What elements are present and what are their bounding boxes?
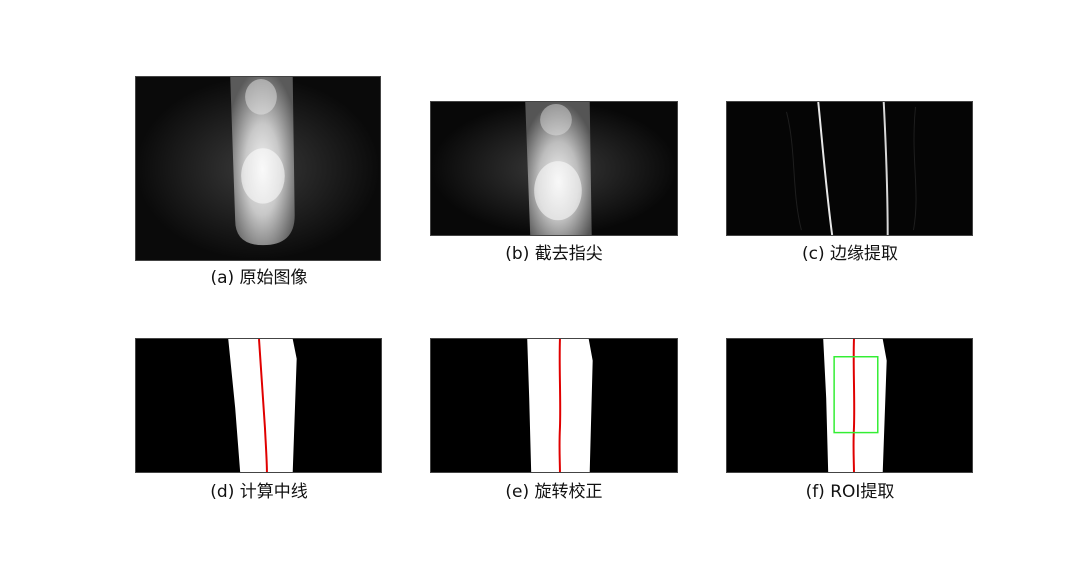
- caption-f: (f) ROI提取: [805, 482, 895, 502]
- caption-d: (d) 计算中线: [210, 482, 308, 502]
- roi-box: [833, 355, 879, 434]
- panel-e-rotation-correction: [430, 338, 678, 473]
- panel-a-original-image: [135, 76, 381, 261]
- panel-c-edge-extraction: [726, 101, 973, 236]
- panel-b-fingertip-removed: [430, 101, 678, 236]
- caption-c: (c) 边缘提取: [801, 244, 899, 264]
- panel-d-compute-midline: [135, 338, 382, 473]
- panel-f-roi-extraction: [726, 338, 973, 473]
- caption-e: (e) 旋转校正: [505, 482, 603, 502]
- caption-b: (b) 截去指尖: [505, 244, 603, 264]
- caption-a: (a) 原始图像: [210, 268, 308, 288]
